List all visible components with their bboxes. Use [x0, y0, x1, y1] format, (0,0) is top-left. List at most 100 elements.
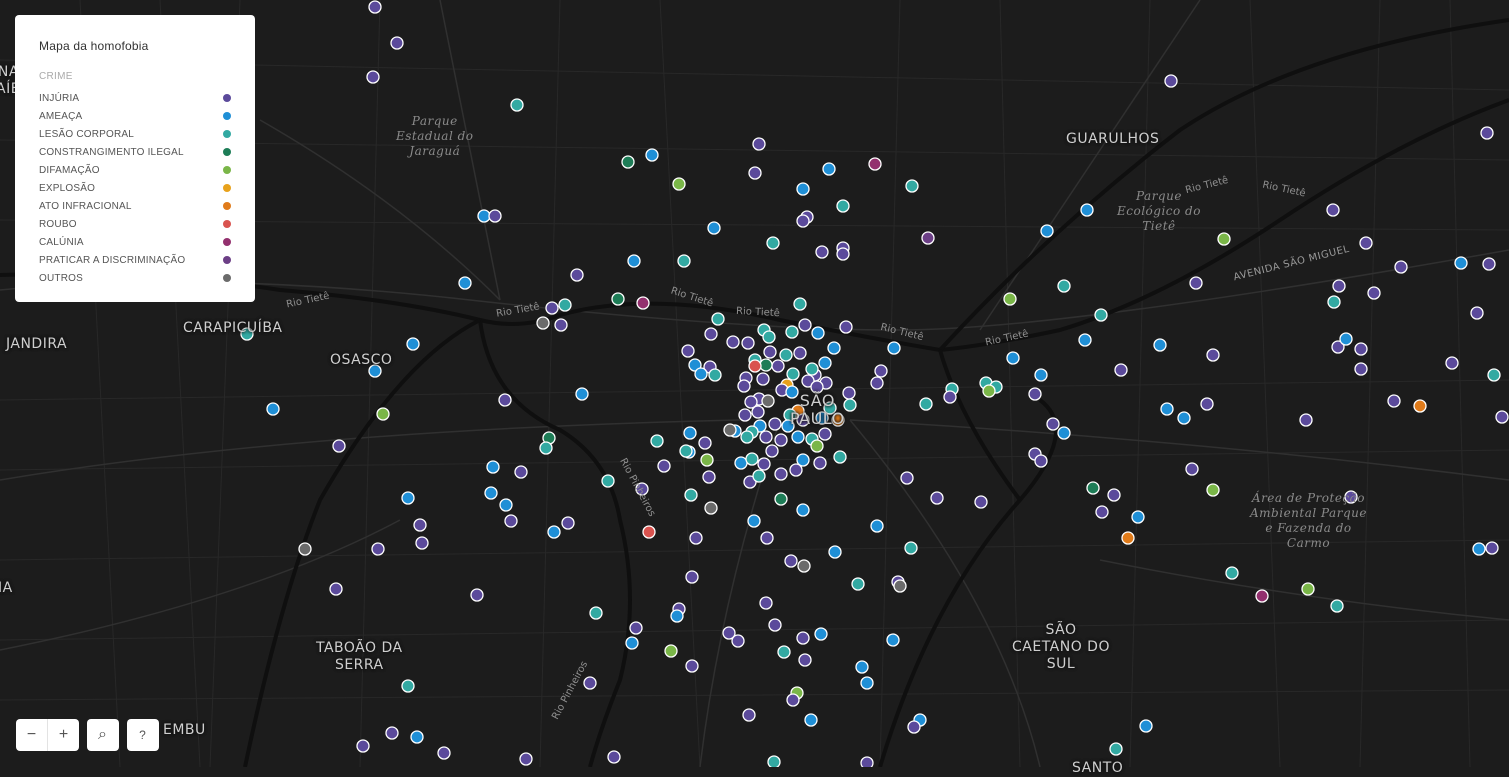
crime-point[interactable]	[752, 469, 766, 483]
crime-point[interactable]	[298, 542, 312, 556]
crime-point[interactable]	[843, 398, 857, 412]
crime-point[interactable]	[704, 327, 718, 341]
crime-point[interactable]	[743, 475, 757, 489]
crime-point[interactable]	[589, 606, 603, 620]
crime-point[interactable]	[1034, 368, 1048, 382]
crime-point[interactable]	[356, 739, 370, 753]
crime-point[interactable]	[786, 693, 800, 707]
crime-point[interactable]	[1445, 356, 1459, 370]
crime-point[interactable]	[761, 394, 775, 408]
crime-point[interactable]	[1301, 582, 1315, 596]
crime-point[interactable]	[786, 367, 800, 381]
crime-point[interactable]	[1225, 566, 1239, 580]
crime-point[interactable]	[498, 393, 512, 407]
crime-point[interactable]	[415, 536, 429, 550]
crime-point[interactable]	[801, 374, 815, 388]
crime-point[interactable]	[547, 525, 561, 539]
crime-point[interactable]	[621, 155, 635, 169]
crime-point[interactable]	[1003, 292, 1017, 306]
crime-point[interactable]	[486, 460, 500, 474]
crime-point[interactable]	[1094, 308, 1108, 322]
crime-point[interactable]	[870, 376, 884, 390]
crime-point[interactable]	[694, 367, 708, 381]
crime-point[interactable]	[679, 444, 693, 458]
crime-point[interactable]	[774, 433, 788, 447]
legend-item[interactable]: OUTROS	[39, 269, 231, 287]
crime-point[interactable]	[1206, 348, 1220, 362]
crime-point[interactable]	[748, 359, 762, 373]
crime-point[interactable]	[410, 730, 424, 744]
crime-point[interactable]	[1095, 505, 1109, 519]
crime-point[interactable]	[1470, 306, 1484, 320]
zoom-out-button[interactable]: −	[26, 726, 37, 743]
crime-point[interactable]	[611, 292, 625, 306]
crime-point[interactable]	[390, 36, 404, 50]
legend-item[interactable]: ROUBO	[39, 215, 231, 233]
crime-point[interactable]	[575, 387, 589, 401]
crime-point[interactable]	[583, 676, 597, 690]
crime-point[interactable]	[815, 411, 829, 425]
crime-point[interactable]	[740, 430, 754, 444]
crime-point[interactable]	[796, 453, 810, 467]
crime-point[interactable]	[900, 471, 914, 485]
crime-point[interactable]	[670, 609, 684, 623]
crime-point[interactable]	[870, 519, 884, 533]
crime-point[interactable]	[886, 633, 900, 647]
crime-point[interactable]	[636, 296, 650, 310]
crime-point[interactable]	[1339, 332, 1353, 346]
crime-point[interactable]	[1057, 426, 1071, 440]
crime-point[interactable]	[1139, 719, 1153, 733]
crime-point[interactable]	[536, 316, 550, 330]
crime-point[interactable]	[1326, 203, 1340, 217]
crime-point[interactable]	[1487, 368, 1501, 382]
crime-point[interactable]	[711, 312, 725, 326]
crime-point[interactable]	[601, 474, 615, 488]
crime-point[interactable]	[760, 531, 774, 545]
crime-point[interactable]	[768, 417, 782, 431]
crime-point[interactable]	[1046, 417, 1060, 431]
crime-point[interactable]	[1189, 276, 1203, 290]
crime-point[interactable]	[789, 463, 803, 477]
crime-point[interactable]	[1131, 510, 1145, 524]
crime-point[interactable]	[1034, 454, 1048, 468]
crime-point[interactable]	[874, 364, 888, 378]
crime-point[interactable]	[683, 426, 697, 440]
crime-point[interactable]	[1367, 286, 1381, 300]
crime-point[interactable]	[554, 318, 568, 332]
crime-point[interactable]	[681, 344, 695, 358]
crime-point[interactable]	[868, 157, 882, 171]
crime-point[interactable]	[406, 337, 420, 351]
crime-point[interactable]	[1217, 232, 1231, 246]
crime-points[interactable]	[240, 0, 1509, 767]
crime-point[interactable]	[685, 570, 699, 584]
crime-point[interactable]	[708, 368, 722, 382]
crime-point[interactable]	[625, 636, 639, 650]
crime-point[interactable]	[470, 588, 484, 602]
crime-point[interactable]	[804, 713, 818, 727]
crime-point[interactable]	[737, 379, 751, 393]
crime-point[interactable]	[814, 627, 828, 641]
crime-point[interactable]	[477, 209, 491, 223]
crime-point[interactable]	[514, 465, 528, 479]
crime-point[interactable]	[855, 660, 869, 674]
crime-point[interactable]	[401, 679, 415, 693]
crime-point[interactable]	[1153, 338, 1167, 352]
crime-point[interactable]	[796, 413, 810, 427]
crime-point[interactable]	[943, 390, 957, 404]
crime-point[interactable]	[798, 653, 812, 667]
crime-point[interactable]	[1394, 260, 1408, 274]
crime-point[interactable]	[805, 362, 819, 376]
crime-point[interactable]	[815, 245, 829, 259]
crime-point[interactable]	[385, 726, 399, 740]
crime-point[interactable]	[741, 336, 755, 350]
crime-point[interactable]	[545, 301, 559, 315]
crime-point[interactable]	[777, 645, 791, 659]
crime-point[interactable]	[689, 531, 703, 545]
crime-point[interactable]	[1327, 295, 1341, 309]
crime-point[interactable]	[1413, 399, 1427, 413]
crime-point[interactable]	[266, 402, 280, 416]
crime-point[interactable]	[1354, 342, 1368, 356]
crime-point[interactable]	[905, 179, 919, 193]
crime-point[interactable]	[734, 456, 748, 470]
crime-point[interactable]	[1255, 589, 1269, 603]
